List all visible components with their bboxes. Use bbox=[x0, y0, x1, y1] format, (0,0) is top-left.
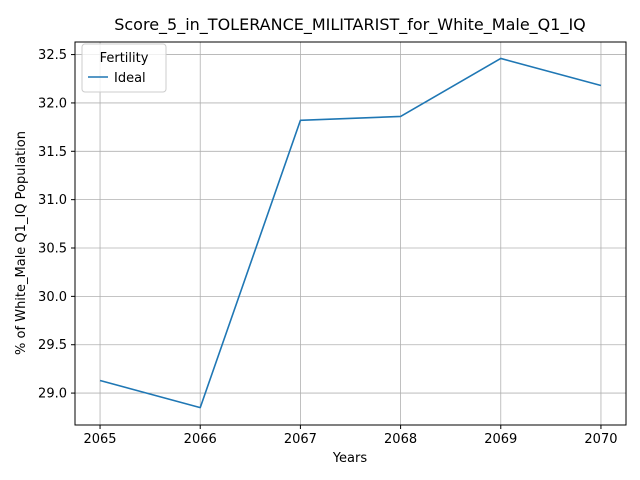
x-tick-label: 2066 bbox=[184, 432, 217, 447]
y-axis-title: % of White_Male Q1_IQ Population bbox=[14, 131, 29, 355]
legend-label-ideal: Ideal bbox=[114, 71, 146, 86]
x-tick-label: 2070 bbox=[584, 432, 617, 447]
x-axis: 2065 2066 2067 2068 2069 2070 bbox=[83, 425, 618, 447]
legend-title: Fertility bbox=[100, 51, 149, 66]
y-tick-label: 31.5 bbox=[38, 145, 67, 160]
y-tick-label: 29.5 bbox=[38, 338, 67, 353]
legend: Fertility Ideal bbox=[81, 43, 167, 93]
chart-title: Score_5_in_TOLERANCE_MILITARIST_for_Whit… bbox=[114, 15, 586, 35]
x-axis-title: Years bbox=[332, 451, 368, 466]
series-layer bbox=[99, 57, 602, 409]
x-tick-label: 2068 bbox=[384, 432, 417, 447]
x-tick-label: 2065 bbox=[83, 432, 116, 447]
x-tick-label: 2069 bbox=[484, 432, 517, 447]
y-tick-label: 30.5 bbox=[38, 242, 67, 257]
legend-box bbox=[81, 43, 167, 93]
y-tick-label: 32.0 bbox=[38, 96, 67, 111]
y-tick-label: 32.5 bbox=[38, 48, 67, 63]
y-tick-label: 29.0 bbox=[38, 387, 67, 402]
y-tick-label: 31.0 bbox=[38, 193, 67, 208]
x-tick-label: 2067 bbox=[284, 432, 317, 447]
y-axis: 29.0 29.5 30.0 30.5 31.0 31.5 32.0 32.5 bbox=[38, 48, 75, 402]
plot-frame bbox=[74, 41, 627, 426]
grid bbox=[75, 42, 626, 425]
y-tick-label: 30.0 bbox=[38, 290, 67, 305]
series-line-ideal bbox=[99, 57, 602, 409]
